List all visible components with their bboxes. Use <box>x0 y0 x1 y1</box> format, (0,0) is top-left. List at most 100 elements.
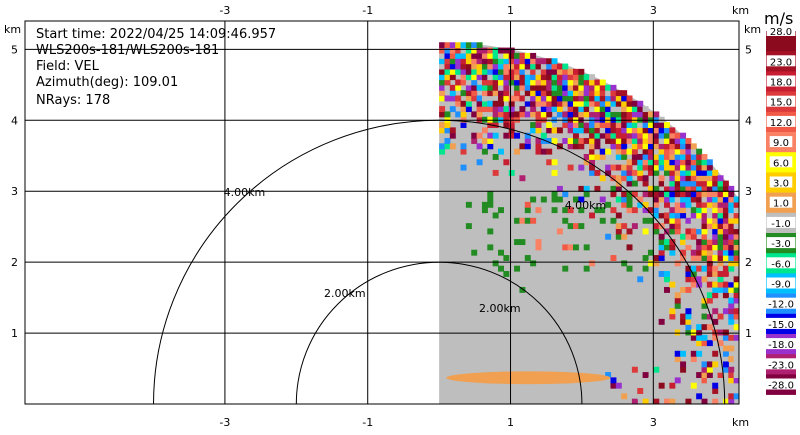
velocity-cell <box>589 212 596 219</box>
velocity-cell <box>503 271 510 277</box>
velocity-cell <box>514 217 521 224</box>
velocity-cell <box>685 318 692 325</box>
velocity-cell <box>674 138 681 144</box>
velocity-cell <box>696 239 703 246</box>
velocity-cell <box>631 207 638 214</box>
axis-ticks: -3 -3 -1 -1 1 1 3 3 1 1 2 2 3 3 4 4 5 5 km km km km <box>4 4 761 429</box>
velocity-cell <box>722 366 729 373</box>
velocity-cell <box>744 356 750 362</box>
velocity-cell <box>589 164 596 171</box>
velocity-cell <box>744 372 750 378</box>
velocity-cell <box>680 185 687 192</box>
velocity-cell <box>755 250 761 256</box>
velocity-cell <box>722 286 729 293</box>
velocity-cell <box>739 298 745 304</box>
velocity-cell <box>755 303 761 309</box>
velocity-cell <box>540 58 547 65</box>
velocity-cell <box>589 116 596 123</box>
velocity-cell <box>572 138 579 144</box>
velocity-cell <box>658 138 665 144</box>
velocity-cell <box>701 292 708 299</box>
colorbar-tick-label: 3.0 <box>773 179 789 190</box>
velocity-cell <box>583 153 590 160</box>
velocity-cell <box>460 111 467 118</box>
velocity-cell <box>476 52 483 59</box>
velocity-cell <box>744 298 750 304</box>
velocity-cell <box>503 116 510 123</box>
velocity-cell <box>653 148 660 155</box>
velocity-cell <box>589 84 596 91</box>
velocity-cell <box>546 106 553 113</box>
velocity-cell <box>701 185 708 192</box>
velocity-cell <box>514 116 521 123</box>
velocity-cell <box>492 212 499 219</box>
velocity-cell <box>669 143 676 150</box>
velocity-cell <box>540 111 547 118</box>
velocity-cell <box>674 148 681 155</box>
velocity-cell <box>733 249 739 256</box>
velocity-cell <box>551 138 558 144</box>
velocity-cell <box>519 239 526 246</box>
velocity-cell <box>680 148 687 155</box>
velocity-cell <box>696 159 703 166</box>
velocity-cell <box>546 100 553 107</box>
velocity-cell <box>712 180 719 187</box>
velocity-cell <box>669 191 676 198</box>
velocity-cell <box>610 185 617 192</box>
velocity-cell <box>685 271 692 277</box>
velocity-cell <box>706 255 713 261</box>
velocity-cell <box>674 153 681 160</box>
velocity-cell <box>621 196 628 203</box>
velocity-cell <box>487 47 494 54</box>
velocity-cell <box>706 217 713 224</box>
velocity-cell <box>712 255 719 261</box>
velocity-cell <box>492 153 499 160</box>
velocity-cell <box>487 196 494 203</box>
azimuth-label: Azimuth(deg): 109.01 <box>36 75 179 90</box>
velocity-cell <box>551 68 558 75</box>
velocity-cell <box>728 398 735 404</box>
velocity-cell <box>685 196 692 203</box>
velocity-cell <box>706 324 713 331</box>
velocity-cell <box>637 276 644 283</box>
velocity-cell <box>621 148 628 155</box>
velocity-cell <box>626 207 633 214</box>
velocity-cell <box>460 52 467 59</box>
velocity-cell <box>621 175 628 182</box>
velocity-cell <box>546 159 553 166</box>
velocity-cell <box>519 143 526 150</box>
velocity-cell <box>739 234 745 240</box>
velocity-cell <box>439 52 446 59</box>
velocity-cell <box>717 180 724 187</box>
velocity-cell <box>583 127 590 134</box>
velocity-cell <box>712 185 719 192</box>
velocity-cell <box>546 74 553 81</box>
velocity-cell <box>487 132 494 139</box>
velocity-cell <box>696 350 703 357</box>
velocity-cell <box>481 63 488 70</box>
colorbar: 28.0 23.0 18.0 15.0 12.0 9.0 6.0 3.0 1.0 -1.0 -3.0… <box>763 25 799 395</box>
velocity-cell <box>524 58 531 65</box>
velocity-cell <box>739 287 745 293</box>
velocity-cell <box>717 239 724 246</box>
velocity-cell <box>572 196 579 203</box>
velocity-cell <box>733 239 739 246</box>
velocity-cell <box>642 164 649 171</box>
velocity-cell <box>594 84 601 91</box>
velocity-cell <box>755 319 761 325</box>
velocity-cell <box>487 84 494 91</box>
velocity-cell <box>717 255 724 261</box>
velocity-cell <box>647 122 654 128</box>
velocity-cell <box>567 244 574 251</box>
colorbar-tick-label: -18.0 <box>768 340 794 351</box>
velocity-cell <box>728 382 735 389</box>
velocity-cell <box>508 74 515 81</box>
velocity-cell <box>664 138 670 144</box>
velocity-cell <box>487 74 494 81</box>
velocity-cell <box>658 175 665 182</box>
velocity-cell <box>487 58 494 65</box>
velocity-cell <box>680 313 687 320</box>
velocity-cell <box>696 223 703 230</box>
velocity-cell <box>567 122 574 128</box>
velocity-cell <box>669 239 676 246</box>
